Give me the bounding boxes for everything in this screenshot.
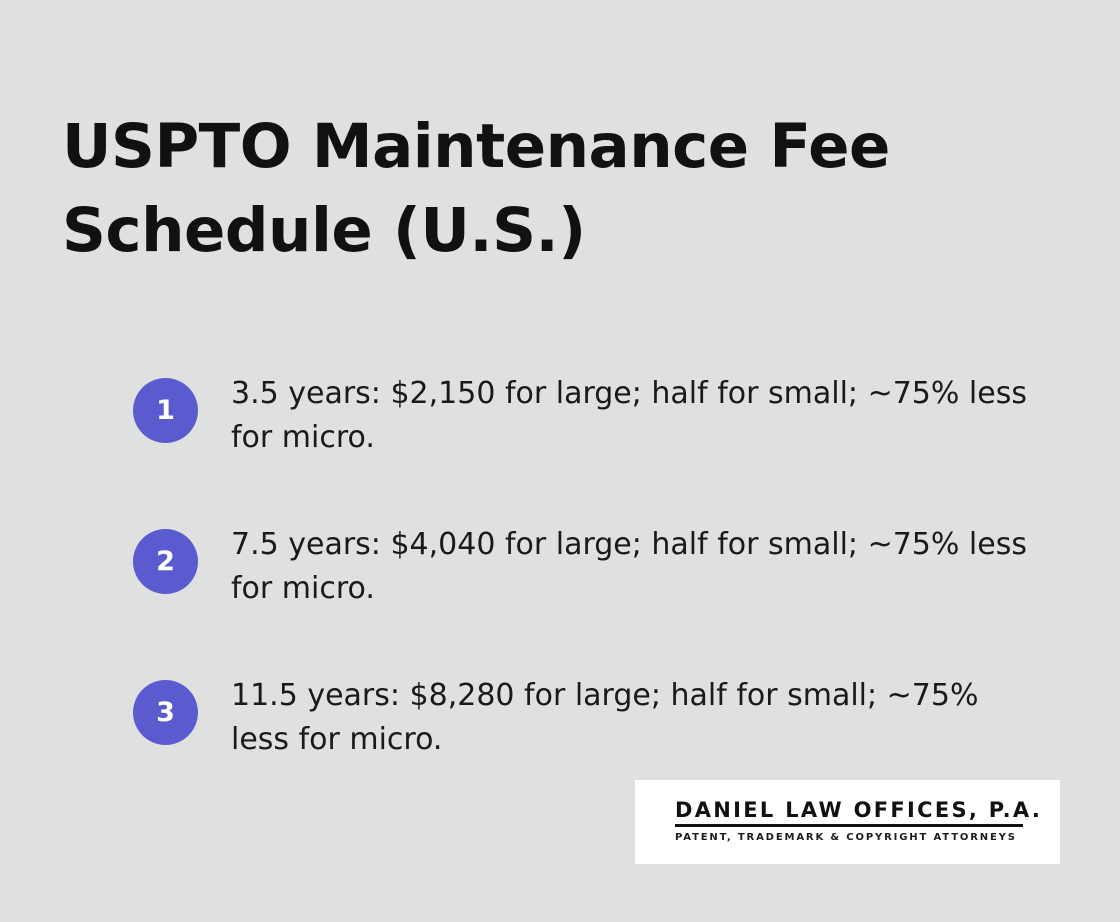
brand-logo-card: DANIEL LAW OFFICES, P.A. PATENT, TRADEMA… — [635, 780, 1060, 864]
numbered-list: 1 3.5 years: $2,150 for large; half for … — [133, 372, 1053, 762]
list-item: 3 11.5 years: $8,280 for large; half for… — [133, 674, 1053, 762]
list-number-badge: 2 — [133, 529, 198, 594]
list-item: 2 7.5 years: $4,040 for large; half for … — [133, 523, 1053, 611]
brand-logo-tagline: PATENT, TRADEMARK & COPYRIGHT ATTORNEYS — [675, 831, 1023, 844]
list-item: 1 3.5 years: $2,150 for large; half for … — [133, 372, 1053, 460]
brand-logo-name: DANIEL LAW OFFICES, P.A. — [675, 798, 1023, 823]
list-item-text: 11.5 years: $8,280 for large; half for s… — [231, 674, 1043, 762]
page-title: USPTO Maintenance Fee Schedule (U.S.) — [62, 105, 962, 273]
slide-canvas: USPTO Maintenance Fee Schedule (U.S.) 1 … — [0, 0, 1120, 922]
list-number-badge: 3 — [133, 680, 198, 745]
brand-logo: DANIEL LAW OFFICES, P.A. PATENT, TRADEMA… — [675, 798, 1023, 844]
brand-logo-divider — [675, 824, 1023, 827]
list-item-text: 7.5 years: $4,040 for large; half for sm… — [231, 523, 1043, 611]
list-number-badge: 1 — [133, 378, 198, 443]
list-item-text: 3.5 years: $2,150 for large; half for sm… — [231, 372, 1043, 460]
